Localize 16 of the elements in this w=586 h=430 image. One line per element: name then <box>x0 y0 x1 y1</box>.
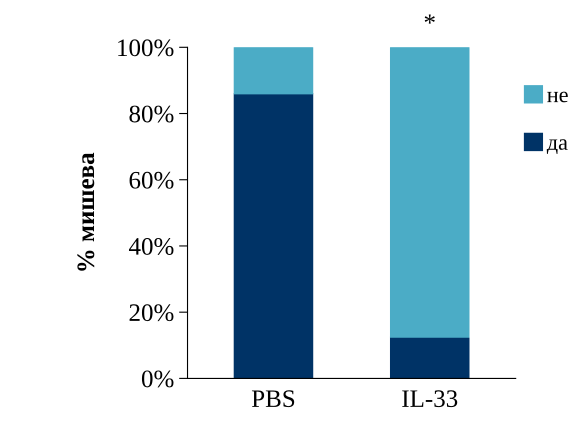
y-tick-label: 80% <box>129 106 174 123</box>
y-tick-label: 60% <box>130 172 174 189</box>
y-tick-label: 0% <box>142 370 174 388</box>
bar <box>390 47 470 338</box>
annotation: * <box>424 14 435 24</box>
bar <box>390 336 470 378</box>
legend-label: да <box>546 139 568 154</box>
bar <box>234 47 314 94</box>
x-tick-label: IL-33 <box>402 390 458 408</box>
y-axis-title: % мишева <box>77 152 94 271</box>
y-tick-label: 100% <box>118 39 174 56</box>
y-tick-label: 40% <box>128 238 174 255</box>
y-tick-label: 20% <box>130 304 174 322</box>
legend-label: не <box>547 92 568 102</box>
x-tick-label: PBS <box>252 390 294 408</box>
bar <box>234 92 314 378</box>
